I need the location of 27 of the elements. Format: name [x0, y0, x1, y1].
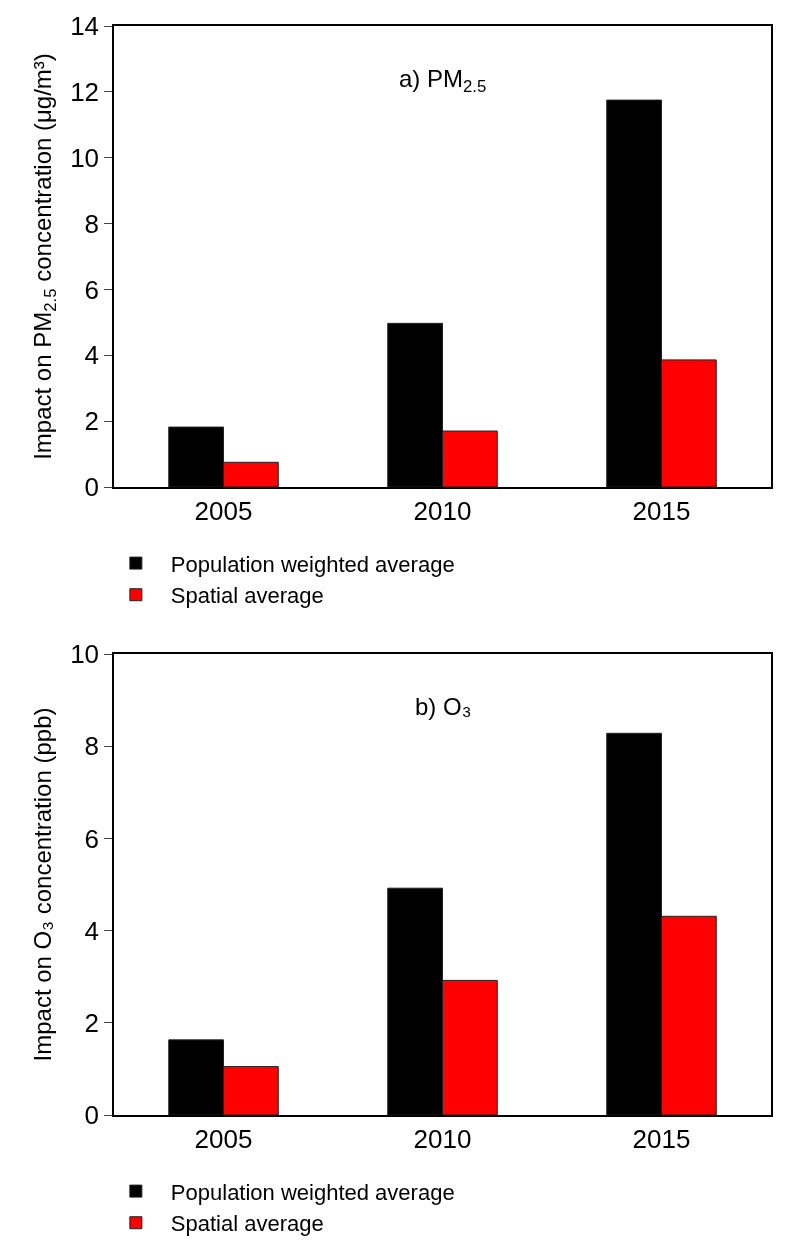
y-tick-label: 10 [70, 142, 100, 173]
x-tick-label: 2015 [632, 495, 691, 526]
y-tick-label: 12 [70, 76, 100, 107]
x-tick-label: 2010 [413, 1123, 472, 1154]
y-tick-label: 6 [84, 823, 100, 854]
x-tick-label: 2005 [194, 1123, 253, 1154]
y-tick-label: 6 [84, 274, 100, 305]
x-tick-label: 2015 [632, 1123, 691, 1154]
y-tick-label: 0 [84, 472, 100, 503]
y-tick-label: 2 [84, 406, 100, 437]
y-tick-label: 0 [84, 1100, 100, 1131]
legend-label: Population weighted average [170, 551, 455, 577]
annotation: a) PM$_{2.5}$ [399, 65, 487, 97]
y-tick-label: 2 [84, 1007, 100, 1038]
y-tick-label: 8 [84, 208, 100, 239]
y-tick-label: 14 [70, 11, 100, 42]
legend-label: Spatial average [170, 1211, 324, 1237]
annotation: b) O₃ [415, 693, 472, 720]
legend-label: Population weighted average [170, 1179, 455, 1205]
y-axis-title: Impact on O₃ concentration (ppb) [28, 707, 56, 1062]
y-tick-label: 4 [84, 915, 100, 946]
legend-label: Spatial average [170, 583, 324, 609]
y-tick-label: 4 [84, 340, 100, 371]
y-tick-label: 10 [70, 639, 100, 670]
y-tick-label: 8 [84, 731, 100, 762]
x-tick-label: 2005 [194, 495, 253, 526]
x-tick-label: 2010 [413, 495, 472, 526]
